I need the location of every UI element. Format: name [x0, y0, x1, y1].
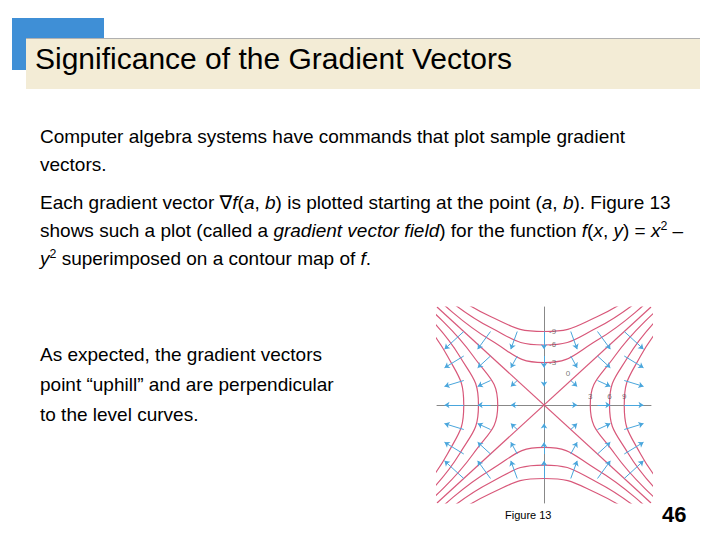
html-text:Significance of the Gradient V: Significance of the Gradient Vectors [35, 42, 512, 75]
svg-text:-9: -9 [549, 327, 557, 336]
html-text:Computer algebra systems have: Computer algebra systems have commands t… [40, 126, 626, 175]
svg-text:-3: -3 [549, 358, 557, 367]
svg-text:0: 0 [566, 369, 571, 378]
html-text:As expected, the gradient vect: As expected, the gradient vectors point … [40, 344, 334, 425]
svg-text:-6: -6 [549, 340, 557, 349]
html-text:y2superimposed on a contour ma: y2superimposed on a contour map of f. [40, 246, 372, 269]
html-text:46: 46 [662, 502, 687, 527]
svg-text:6: 6 [607, 392, 612, 401]
svg-text:3: 3 [588, 392, 593, 401]
html-text:Figure 13: Figure 13 [505, 509, 552, 521]
html-text:Each gradient vector ∇ f (a, b: Each gradient vector ∇ f (a, b) is plott… [40, 192, 684, 241]
svg-text:9: 9 [622, 392, 627, 401]
